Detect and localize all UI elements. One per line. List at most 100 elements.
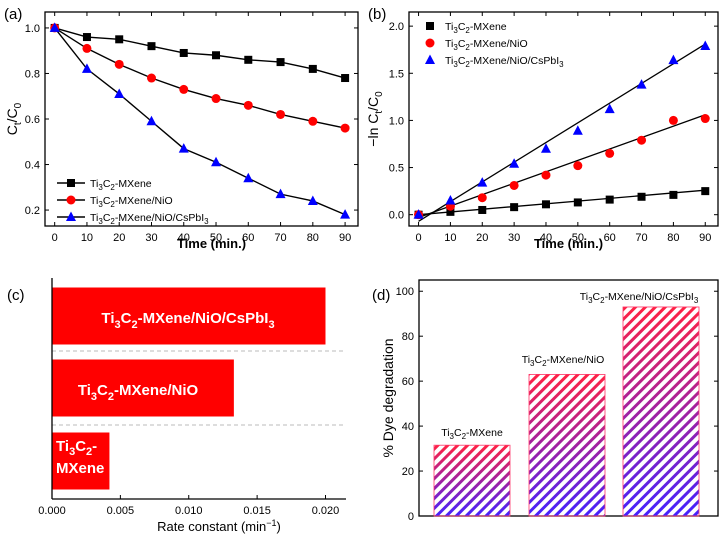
data-point xyxy=(341,74,350,83)
series-line xyxy=(54,27,346,129)
x-tick-label: 0.015 xyxy=(243,505,271,517)
data-point xyxy=(82,43,92,53)
data-point xyxy=(701,187,710,196)
text-run: C xyxy=(75,438,86,455)
text-run: ) xyxy=(277,519,281,534)
data-point xyxy=(636,79,647,89)
text-run: -MXene/NiO xyxy=(547,354,605,366)
text-run: MXene xyxy=(56,460,104,477)
data-point xyxy=(605,195,614,204)
text-run: Rate constant (min xyxy=(157,519,266,534)
bar-label: Ti3C2-MXene/NiO/CsPbI3 xyxy=(101,310,274,331)
data-point xyxy=(668,115,678,125)
data-point xyxy=(244,55,253,64)
legend-entry: Ti3C2-MXene/NiO xyxy=(90,195,173,209)
y-axis-label: Ct/C0 xyxy=(4,102,24,135)
data-point xyxy=(275,188,286,199)
text-run: -MXene/NiO/CsPbI xyxy=(605,291,694,303)
y-tick-label: 80 xyxy=(402,331,414,343)
text-run: C xyxy=(103,212,111,224)
text-run: C xyxy=(121,310,132,327)
data-point xyxy=(146,115,157,126)
data-point xyxy=(340,123,350,133)
bar-2 xyxy=(52,432,110,490)
y-tick-label: 0.6 xyxy=(25,114,40,126)
data-point xyxy=(478,205,487,214)
data-point xyxy=(82,33,91,42)
series-2 xyxy=(413,40,711,222)
y-axis-label: % Dye degradation xyxy=(380,338,396,457)
data-point xyxy=(49,22,60,32)
panel-label: (a) xyxy=(4,6,22,23)
panel-a: 0 10 20 30 40 50 60 70 80 900.20.40.60.81.0(a)Tim… xyxy=(4,6,359,251)
y-tick-label: 0 xyxy=(408,511,414,523)
data-point xyxy=(605,148,615,158)
text-run: C xyxy=(458,38,466,50)
data-point xyxy=(700,114,710,124)
subscript: 2 xyxy=(110,200,115,209)
text-run: /C xyxy=(365,97,381,111)
bar xyxy=(52,432,110,490)
series-1 xyxy=(50,23,350,133)
y-tick-label: 60 xyxy=(402,376,414,388)
subscript: 3 xyxy=(98,183,103,192)
data-point xyxy=(212,51,221,60)
legend-marker xyxy=(66,195,76,205)
data-point xyxy=(637,192,646,201)
subscript: 2 xyxy=(462,432,467,441)
text-run: -MXene/NiO/CsPbI xyxy=(138,310,269,327)
x-tick-label: 80 xyxy=(307,232,319,244)
data-point xyxy=(178,143,189,153)
bar-outline xyxy=(622,306,700,517)
data-point xyxy=(115,35,124,44)
subscript: t xyxy=(13,122,24,125)
data-point xyxy=(276,109,286,119)
bar-2 xyxy=(622,306,700,517)
subscript: 3 xyxy=(694,296,699,305)
subscript: 3 xyxy=(453,60,458,69)
x-axis-label: Rate constant (min−1) xyxy=(157,518,281,534)
subscript: 2 xyxy=(465,60,470,69)
x-tick-label: 20 xyxy=(113,232,125,244)
y-tick-label: 0.4 xyxy=(25,160,40,172)
text-run: C xyxy=(103,195,111,207)
data-point xyxy=(340,209,351,219)
subscript: 3 xyxy=(559,60,564,69)
text-run: Ti xyxy=(441,427,449,439)
bar xyxy=(434,445,510,516)
data-point xyxy=(308,116,318,126)
data-point xyxy=(573,161,583,171)
legend-entry: Ti3C2-MXene/NiO/CsPbI3 xyxy=(90,212,209,226)
subscript: 3 xyxy=(98,217,103,226)
y-tick-label: 2.0 xyxy=(389,21,404,33)
subscript: 3 xyxy=(98,200,103,209)
bar-0 xyxy=(433,444,511,517)
x-tick-label: 30 xyxy=(508,232,520,244)
x-tick-label: 40 xyxy=(178,232,190,244)
bar xyxy=(52,287,326,345)
data-point xyxy=(477,193,487,203)
x-tick-label: 60 xyxy=(604,232,616,244)
x-tick-label: 40 xyxy=(540,232,552,244)
data-point xyxy=(211,94,221,104)
plot-frame xyxy=(408,11,719,227)
series-line xyxy=(54,27,346,79)
panel-label: (b) xyxy=(368,6,386,23)
subscript: 0 xyxy=(374,91,385,97)
x-tick-label: 10 xyxy=(81,232,93,244)
panel-label: (c) xyxy=(7,287,25,304)
y-tick-label: 40 xyxy=(402,421,414,433)
legend: Ti3C2-MXeneTi3C2-MXene/NiOTi3C2-MXene/Ni… xyxy=(425,21,564,69)
subscript: 3 xyxy=(69,446,75,458)
subscript: 3 xyxy=(453,26,458,35)
y-tick-label: 0.5 xyxy=(389,163,404,175)
bar-label: Ti3C2-MXene/NiO xyxy=(78,382,199,403)
data-point xyxy=(637,135,647,145)
subscript: 2 xyxy=(86,446,92,458)
legend-marker xyxy=(66,211,76,221)
text-run: Ti xyxy=(522,354,530,366)
x-tick-label: 0.005 xyxy=(107,505,135,517)
text-run: -MXene xyxy=(466,427,503,439)
data-point xyxy=(509,180,519,190)
